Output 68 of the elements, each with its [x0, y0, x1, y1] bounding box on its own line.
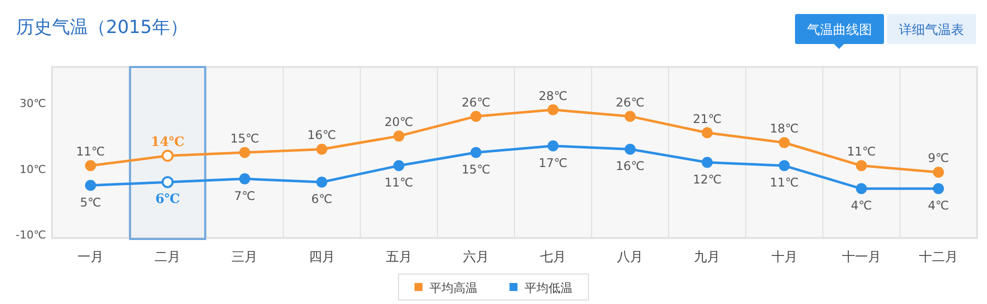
point [85, 160, 96, 172]
point [316, 144, 328, 155]
x-tick-label: 六月 [462, 250, 489, 265]
data-label: 6℃ [311, 192, 332, 206]
data-label: 14℃ [150, 134, 184, 150]
point [778, 160, 790, 172]
chart-title: 历史气温（2015年） [16, 17, 188, 38]
x-tick-label: 二月 [154, 250, 181, 265]
data-label: 17℃ [538, 156, 568, 170]
x-tick-label: 十月 [771, 250, 798, 265]
data-label: 20℃ [384, 115, 414, 130]
point [624, 144, 636, 155]
x-tick-label: 五月 [386, 250, 412, 265]
point [778, 137, 790, 148]
x-tick-label: 九月 [694, 250, 720, 265]
data-label: 26℃ [616, 95, 644, 110]
data-label: 15℃ [230, 132, 260, 146]
point [316, 176, 328, 188]
data-label: 5℃ [80, 195, 102, 210]
x-tick-label: 三月 [232, 250, 258, 265]
point [239, 147, 250, 158]
point [393, 160, 404, 172]
data-label: 7℃ [234, 188, 256, 203]
y-tick-label: -10℃ [16, 228, 46, 242]
point [162, 150, 174, 162]
point [932, 166, 944, 178]
legend-label: 平均高温 [430, 281, 478, 295]
point [393, 130, 404, 142]
y-tick-label: 10℃ [20, 162, 46, 176]
point [239, 173, 250, 184]
data-label: 11℃ [76, 144, 105, 159]
data-label: 9℃ [928, 151, 950, 166]
point [702, 156, 713, 168]
data-label: 4℃ [928, 198, 950, 213]
point [932, 183, 944, 194]
point [624, 110, 636, 122]
x-tick-label: 七月 [540, 250, 566, 265]
point [856, 183, 867, 194]
point [85, 180, 96, 191]
data-label: 26℃ [462, 95, 490, 110]
point [470, 147, 482, 158]
point [856, 160, 867, 172]
data-label: 16℃ [307, 128, 336, 142]
data-label: 15℃ [462, 162, 490, 176]
x-tick-label: 一月 [78, 250, 104, 265]
data-label: 6℃ [155, 192, 180, 208]
point [548, 140, 559, 152]
text: 气温曲线图 [807, 23, 872, 38]
point [548, 104, 559, 116]
legend-label: 平均低温 [524, 281, 572, 295]
data-label: 18℃ [770, 122, 799, 136]
y-tick-label: 30℃ [20, 97, 46, 110]
text: 详细气温表 [899, 23, 964, 38]
data-label: 4℃ [850, 198, 872, 213]
data-label: 16℃ [616, 159, 644, 174]
x-tick-label: 四月 [308, 250, 335, 265]
data-label: 28℃ [538, 88, 568, 103]
data-label: 11℃ [847, 144, 876, 159]
x-tick-label: 十一月 [842, 250, 881, 265]
data-label: 11℃ [770, 176, 799, 190]
data-label: 11℃ [384, 176, 414, 190]
point [162, 176, 174, 188]
point [702, 127, 713, 138]
data-label: 12℃ [692, 172, 722, 186]
x-tick-label: 十二月 [918, 250, 958, 265]
data-label: 21℃ [692, 112, 722, 126]
point [470, 110, 482, 122]
x-tick-label: 八月 [617, 250, 644, 265]
